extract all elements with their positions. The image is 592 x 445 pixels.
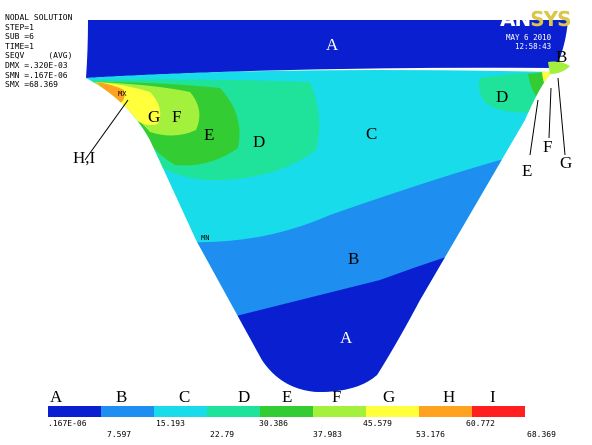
legend-value-4: 30.386 xyxy=(259,419,288,428)
mn-marker: MN xyxy=(201,234,209,242)
legend-value-3: 22.79 xyxy=(210,430,235,439)
legend-swatch-c xyxy=(154,406,207,417)
legend-letter-i: I xyxy=(490,387,496,406)
info-line-title: NODAL SOLUTION xyxy=(5,13,73,22)
info-line-step: STEP=1 xyxy=(5,22,34,32)
callout-line-g xyxy=(557,77,566,156)
callout-label-g: G xyxy=(560,153,572,172)
info-line-seqv: SEQV (AVG) xyxy=(5,51,73,61)
callout-label-f: F xyxy=(543,137,552,156)
legend-swatch-a xyxy=(48,406,101,417)
legend-swatch-i xyxy=(472,406,525,417)
legend-letter-b: B xyxy=(116,387,128,406)
callout-line-f xyxy=(548,87,552,139)
callout-line-hi xyxy=(84,99,129,161)
time-text: 12:58:43 xyxy=(515,42,552,51)
region-label-g-left: G xyxy=(148,107,160,126)
legend-swatch-f xyxy=(313,406,366,417)
logo-part-an: AN xyxy=(500,7,531,31)
region-label-b-right: B xyxy=(556,47,567,66)
legend-letter-f: F xyxy=(332,387,342,406)
legend-color-bar xyxy=(48,406,525,417)
info-line-dmx: DMX =.320E-03 xyxy=(5,60,68,70)
legend-value-0: .167E-06 xyxy=(48,419,87,428)
region-label-e-left: E xyxy=(204,125,214,144)
legend-swatch-g xyxy=(366,406,419,417)
legend-swatch-d xyxy=(207,406,260,417)
info-line-smn: SMN =.167E-06 xyxy=(5,70,68,80)
info-line-smx: SMX =68.369 xyxy=(5,80,58,90)
region-label-d-right: D xyxy=(496,87,508,106)
legend-letter-h: H xyxy=(443,387,456,406)
mx-marker: MX xyxy=(118,90,127,98)
solution-info: NODAL SOLUTION STEP=1 SUB =6 TIME=1 SEQV… xyxy=(5,13,72,90)
legend-letter-e: E xyxy=(282,387,293,406)
region-label-d-left: D xyxy=(253,132,265,151)
region-label-b-center: B xyxy=(348,249,359,268)
legend-swatch-h xyxy=(419,406,472,417)
info-line-sub: SUB =6 xyxy=(5,32,34,42)
legend-swatch-e xyxy=(260,406,313,417)
legend-letter-c: C xyxy=(179,387,191,406)
timestamp: MAY 6 2010 12:58:43 xyxy=(506,33,551,51)
legend-swatch-b xyxy=(101,406,154,417)
region-label-c: C xyxy=(366,124,377,143)
legend-value-8: 60.772 xyxy=(466,419,495,428)
region-fg-right-fill xyxy=(542,72,552,92)
legend-letter-g: G xyxy=(383,387,396,406)
callout-label-hi: H,I xyxy=(73,148,96,167)
date-text: MAY 6 2010 xyxy=(506,33,552,42)
region-a-top-shape xyxy=(86,20,568,78)
legend-value-2: 15.193 xyxy=(156,419,185,428)
region-label-a-top: A xyxy=(326,35,339,54)
callout-line-e xyxy=(529,99,539,156)
info-line-time: TIME=1 xyxy=(5,41,34,51)
legend-value-7: 53.176 xyxy=(416,430,445,439)
legend-letter-a: A xyxy=(50,387,63,406)
callout-label-e: E xyxy=(522,161,532,180)
region-label-f-left: F xyxy=(172,107,181,126)
logo-part-sys: SYS xyxy=(530,7,571,31)
legend-value-5: 37.983 xyxy=(313,430,342,439)
region-label-a-bottom: A xyxy=(340,328,353,347)
region-h-left-fill xyxy=(96,82,125,103)
legend-value-1: 7.597 xyxy=(107,430,132,439)
region-b-right-spot xyxy=(548,61,570,74)
ansys-logo: ANSYS xyxy=(500,7,572,31)
legend-value-9: 68.369 xyxy=(527,430,556,439)
legend-value-6: 45.579 xyxy=(363,419,392,428)
legend-letter-d: D xyxy=(238,387,251,406)
